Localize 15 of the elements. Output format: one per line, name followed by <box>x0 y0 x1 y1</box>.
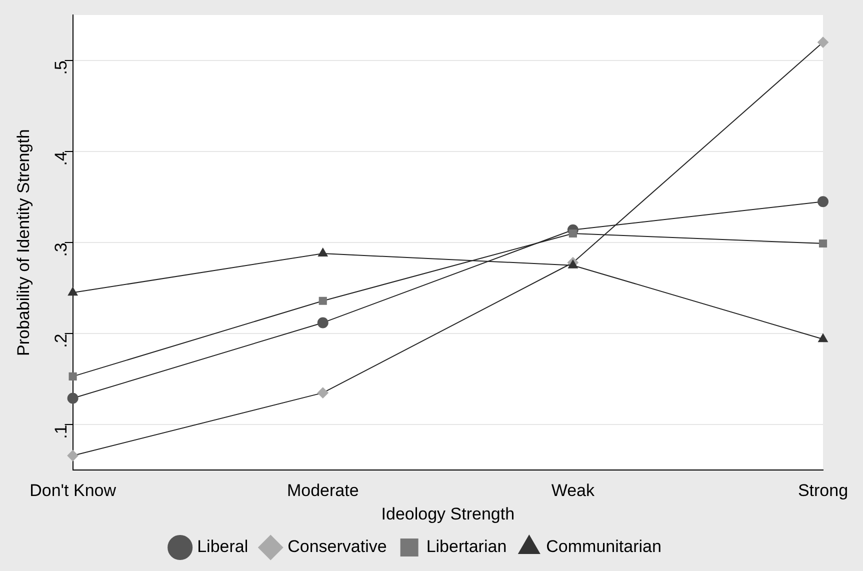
legend-label: Libertarian <box>426 537 507 556</box>
legend-label: Liberal <box>197 537 248 556</box>
y-tick-label: .2 <box>51 334 70 348</box>
y-tick-label: .5 <box>51 60 70 75</box>
y-tick-label: .3 <box>51 242 70 257</box>
x-tick-label: Don't Know <box>30 481 117 500</box>
y-tick-label: .1 <box>51 424 70 439</box>
x-axis-title: Ideology Strength <box>381 504 515 524</box>
x-tick-label: Moderate <box>286 481 359 500</box>
legend-label: Conservative <box>288 537 387 556</box>
legend-label: Communitarian <box>546 537 662 556</box>
y-tick-label: .4 <box>51 152 70 166</box>
x-tick-label: Strong <box>798 481 848 500</box>
y-axis-title: Probability of Identity Strength <box>14 129 33 356</box>
x-tick-label: Weak <box>551 481 596 500</box>
